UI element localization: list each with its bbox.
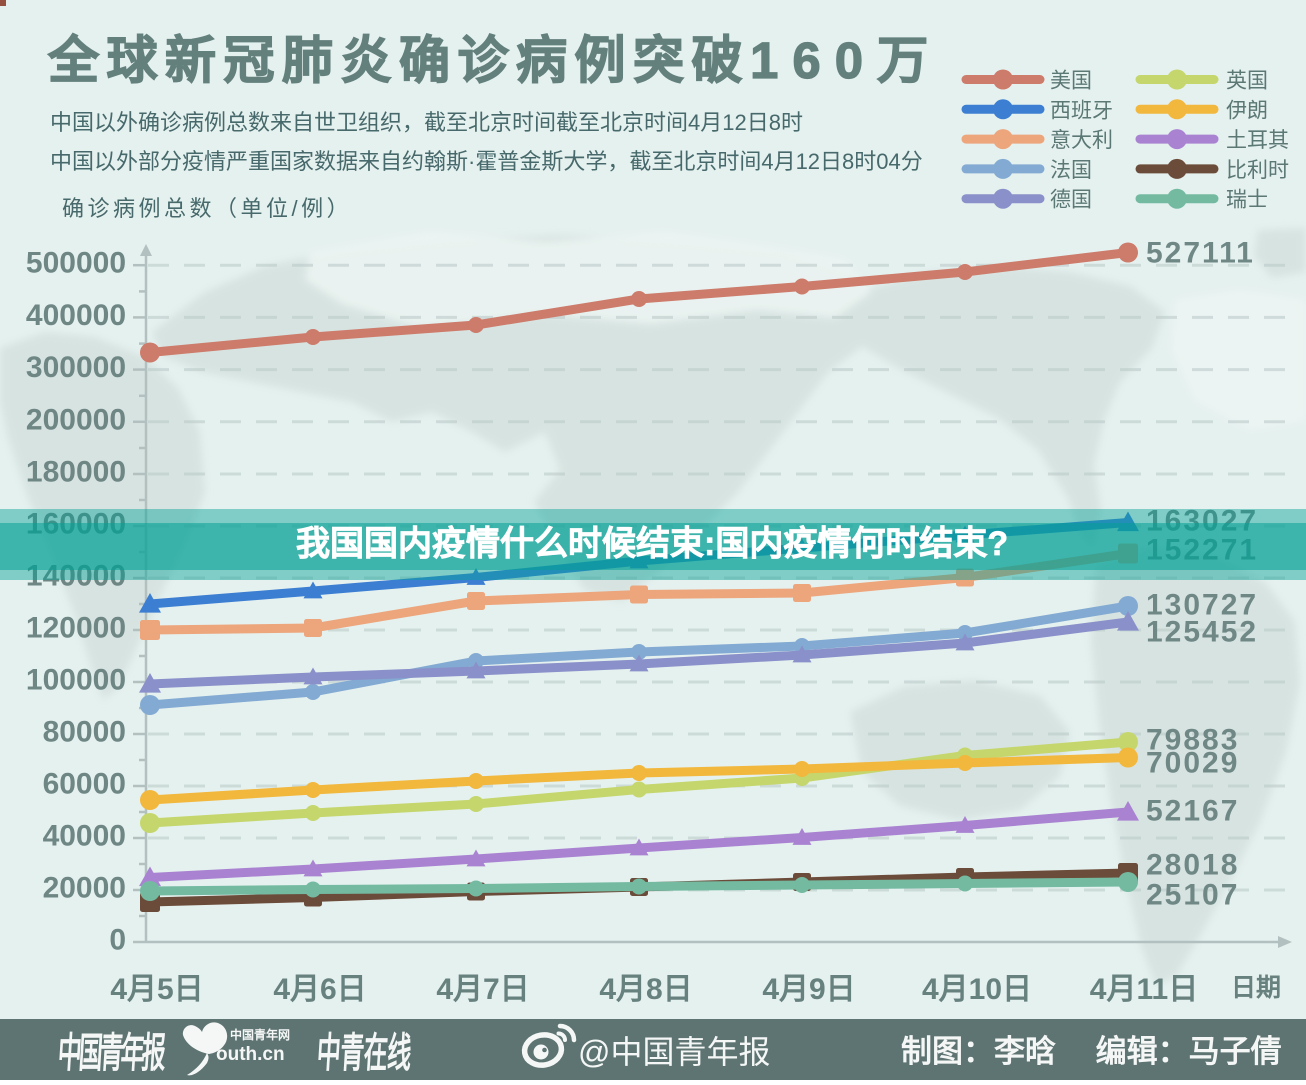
svg-text:法国: 法国 <box>1050 159 1092 182</box>
svg-text:中国以外部分疫情严重国家数据来自约翰斯·霍普金斯大学，截至北: 中国以外部分疫情严重国家数据来自约翰斯·霍普金斯大学，截至北京时间4月12日8时… <box>50 149 923 174</box>
svg-text:制图：李晗 编辑：马子倩: 制图：李晗 编辑：马子倩 <box>901 1034 1282 1069</box>
svg-text:英国: 英国 <box>1226 70 1268 93</box>
svg-text:180000: 180000 <box>26 456 126 489</box>
svg-text:80000: 80000 <box>43 716 126 749</box>
svg-text:全球新冠肺炎确诊病例突破160万: 全球新冠肺炎确诊病例突破160万 <box>47 32 936 89</box>
svg-text:527111: 527111 <box>1146 237 1255 270</box>
svg-text:中国青年报: 中国青年报 <box>56 1030 167 1076</box>
svg-text:120000: 120000 <box>26 612 126 645</box>
svg-text:500000: 500000 <box>26 247 126 280</box>
svg-text:@中国青年报: @中国青年报 <box>578 1034 771 1070</box>
svg-text:40000: 40000 <box>43 820 126 853</box>
svg-text:4月6日: 4月6日 <box>273 973 366 1006</box>
svg-text:300000: 300000 <box>26 351 126 384</box>
svg-text:79883: 79883 <box>1146 724 1239 757</box>
svg-text:美国: 美国 <box>1050 70 1092 93</box>
svg-text:中青在线: 中青在线 <box>315 1030 412 1076</box>
svg-text:outh.cn: outh.cn <box>216 1044 285 1065</box>
svg-text:日期: 日期 <box>1231 974 1281 1002</box>
svg-text:4月10日: 4月10日 <box>922 973 1032 1006</box>
svg-text:125452: 125452 <box>1146 616 1258 649</box>
svg-text:4月9日: 4月9日 <box>762 973 855 1006</box>
svg-text:200000: 200000 <box>26 403 126 436</box>
svg-text:130727: 130727 <box>1146 589 1258 622</box>
svg-text:20000: 20000 <box>43 872 126 905</box>
svg-text:25107: 25107 <box>1146 879 1239 912</box>
svg-text:4月8日: 4月8日 <box>599 973 692 1006</box>
svg-text:0: 0 <box>109 924 126 957</box>
svg-text:52167: 52167 <box>1146 795 1239 828</box>
svg-text:400000: 400000 <box>26 299 126 332</box>
svg-text:比利时: 比利时 <box>1226 159 1289 182</box>
svg-text:100000: 100000 <box>26 664 126 697</box>
svg-text:4月7日: 4月7日 <box>436 973 529 1006</box>
svg-text:意大利: 意大利 <box>1050 129 1113 152</box>
svg-text:60000: 60000 <box>43 768 126 801</box>
svg-text:70029: 70029 <box>1146 747 1239 780</box>
svg-text:伊朗: 伊朗 <box>1226 99 1268 122</box>
svg-text:确诊病例总数（单位/例）: 确诊病例总数（单位/例） <box>62 196 352 221</box>
svg-text:4月5日: 4月5日 <box>110 973 203 1006</box>
svg-text:瑞士: 瑞士 <box>1226 189 1268 212</box>
svg-text:中国以外确诊病例总数来自世卫组织，截至北京时间截至北京时间4: 中国以外确诊病例总数来自世卫组织，截至北京时间截至北京时间4月12日8时 <box>50 110 803 135</box>
svg-text:中国青年网: 中国青年网 <box>230 1027 290 1042</box>
svg-text:土耳其: 土耳其 <box>1226 129 1289 152</box>
svg-text:德国: 德国 <box>1050 189 1092 212</box>
svg-text:4月11日: 4月11日 <box>1090 973 1198 1006</box>
svg-text:28018: 28018 <box>1146 849 1239 882</box>
svg-text:西班牙: 西班牙 <box>1050 99 1113 122</box>
svg-text:我国国内疫情什么时候结束:国内疫情何时结束?: 我国国内疫情什么时候结束:国内疫情何时结束? <box>296 525 1008 563</box>
